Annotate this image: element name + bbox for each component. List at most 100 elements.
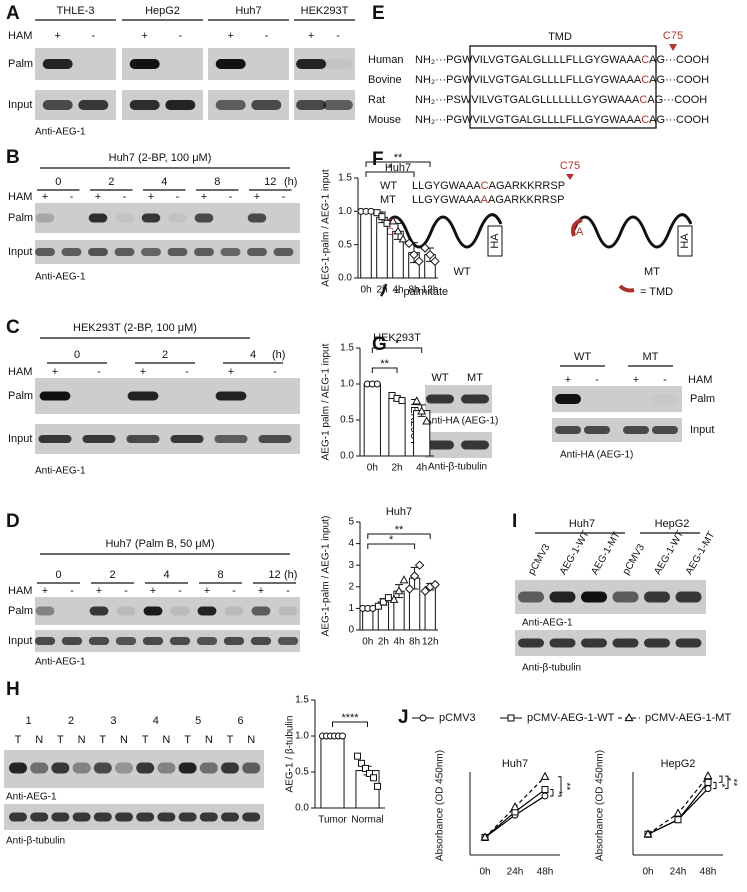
blot-band [644, 638, 670, 648]
panel-letter: I [512, 511, 517, 532]
data-point [404, 584, 415, 594]
data-point [399, 575, 409, 584]
antibody: Anti-AEG-1 [35, 127, 86, 138]
blot-band [197, 606, 217, 616]
blot-band [129, 59, 160, 69]
species: Human [368, 54, 403, 66]
antibody: Anti-AEG-1 [6, 792, 57, 803]
x-tick-label: 48h [700, 867, 717, 878]
data-point [703, 771, 713, 780]
x-tick-label: Normal [351, 815, 383, 826]
group-label: Huh7 [235, 5, 261, 17]
panel-letter: A [6, 3, 20, 24]
lane-label: AEG-1-MT [589, 530, 622, 577]
y-tick-label: 0.0 [338, 273, 352, 284]
site-marker [566, 174, 574, 180]
panel-letter: H [6, 679, 20, 700]
x-tick-label: 12h [422, 637, 439, 648]
ham-sign: + [54, 30, 60, 42]
blot-band [62, 214, 81, 223]
blot-band [296, 59, 327, 69]
ham-sign: + [95, 191, 101, 203]
blot-band [584, 426, 610, 434]
y-tick-label: 2 [348, 581, 354, 592]
data-point [373, 209, 381, 217]
data-point [422, 416, 432, 425]
significance-bracket [371, 367, 398, 373]
blot-band [115, 637, 137, 645]
data-point [510, 802, 520, 811]
site-label: C75 [663, 30, 683, 42]
blot-band [30, 812, 49, 822]
blot-band [136, 812, 155, 822]
antibody: Anti-AEG-1 [35, 466, 86, 477]
time-label: 4 [161, 176, 167, 188]
antibody: Anti-HA (AEG-1) [425, 416, 498, 427]
blot-band [35, 606, 55, 616]
site-marker [669, 44, 677, 51]
blot-band [165, 59, 195, 69]
blot-strip [515, 580, 706, 614]
data-point [398, 397, 406, 405]
blot-band [35, 248, 55, 256]
ham-sign: + [42, 191, 48, 203]
data-point [507, 714, 515, 722]
significance-bracket [725, 775, 729, 790]
sequence: NH₂···PSWVILVGTGALGLLLLLLLGYGWAAACAG···C… [415, 94, 707, 106]
blot-band [215, 100, 246, 110]
y-tick-label: 0.5 [338, 239, 352, 250]
blot-band [165, 100, 196, 110]
sequence-part: LLGYGWAAA [412, 194, 481, 206]
ham-sign: - [91, 30, 95, 42]
data-point [409, 249, 419, 260]
blot-band [116, 606, 136, 616]
data-point [362, 764, 369, 772]
header: HEK293T (2-BP, 100 μM) [73, 322, 197, 334]
variant-label: MT [380, 194, 396, 206]
blot-band [555, 394, 581, 404]
blot-band [260, 392, 291, 401]
blot-band [169, 637, 191, 645]
blot-band [93, 762, 112, 774]
data-point [540, 771, 550, 780]
blot-band [51, 762, 70, 774]
sequence: LLGYGWAAAAAGARKKRRSP [412, 194, 564, 206]
legend-label: pCMV-AEG-1-MT [645, 712, 731, 724]
blot-band [93, 812, 112, 822]
x-tick-label: 24h [670, 867, 687, 878]
panel-letter: F [372, 149, 384, 170]
time-label: 12 [268, 569, 280, 581]
blot-band [51, 812, 70, 822]
time-label: 8 [214, 176, 220, 188]
x-tick-label: 0h [362, 637, 373, 648]
blot-band [178, 812, 197, 822]
site-label: C75 [560, 160, 580, 172]
sequence: NH₂···PGWVILVGTGALGLLLLFLLGYGWAAACAG···C… [415, 54, 709, 66]
sequence: NH₂···PGWVILVGTGALGLLLLFLLGYGWAAACAG···C… [415, 114, 709, 126]
data-point [673, 808, 683, 817]
sequence-part: LLGYGWAAA [412, 180, 481, 192]
x-tick-label: 2h [378, 637, 389, 648]
lane-label: T [184, 734, 191, 746]
ham-sign: - [70, 191, 74, 203]
row-label: Palm [690, 393, 715, 405]
time-label: 8 [217, 569, 223, 581]
blot-band [644, 591, 670, 603]
blot-strip [35, 378, 300, 414]
data-point [394, 586, 404, 595]
data-point [367, 207, 375, 215]
blot-band [88, 213, 108, 223]
blot-band [518, 638, 544, 648]
sequence-part: WVILVGTGALGLLLLFLLGYGWAAA [462, 54, 642, 66]
time-label: 0 [74, 349, 80, 361]
sequence-part: C [641, 74, 649, 86]
ham-sign: - [264, 30, 268, 42]
significance: * [389, 534, 394, 546]
significance: ** [380, 358, 389, 370]
panel-letter: D [6, 511, 20, 532]
blot-band [278, 606, 298, 616]
blot-band [277, 637, 299, 645]
ham-sign: - [286, 585, 290, 597]
blot-band [9, 812, 27, 822]
data-point [643, 829, 653, 838]
